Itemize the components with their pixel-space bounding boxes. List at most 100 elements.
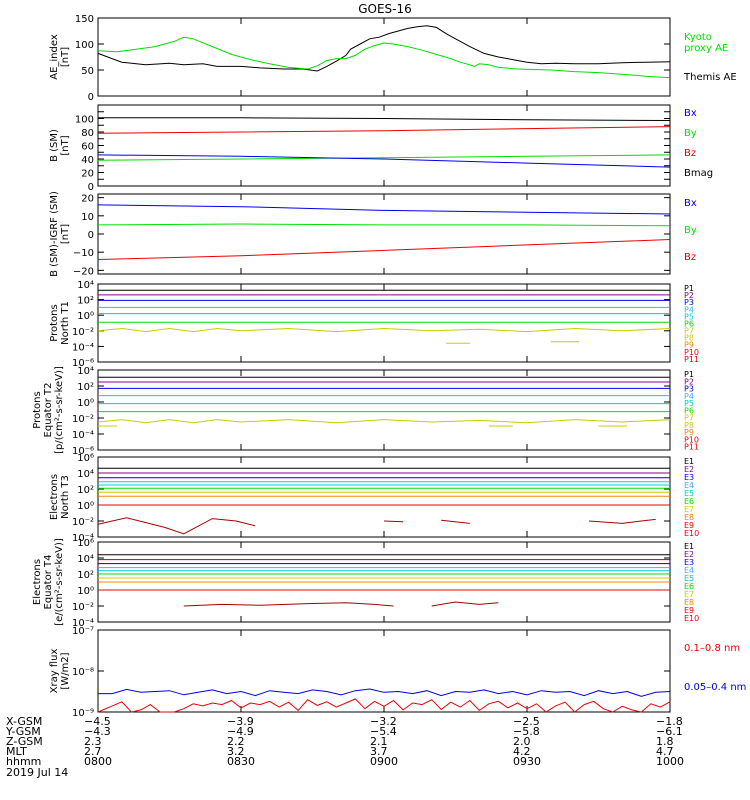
legend-item: P8 bbox=[684, 421, 694, 430]
series-line-P7 bbox=[97, 419, 671, 424]
y-tick-label: 10⁻⁴ bbox=[72, 342, 94, 353]
y-axis-label: Electrons bbox=[49, 474, 60, 520]
legend-item: Bz bbox=[684, 252, 696, 263]
y-tick-label: 10⁻⁴ bbox=[72, 618, 94, 629]
y-tick-label: 10⁰ bbox=[77, 311, 94, 322]
ephemeris-value: 2.3 bbox=[84, 735, 102, 748]
series-line-0.1-0.8-nm bbox=[97, 698, 671, 713]
legend-item: Bmag bbox=[684, 168, 713, 179]
y-tick-label: −10 bbox=[73, 248, 94, 259]
y-axis-label: North T1 bbox=[60, 301, 71, 345]
series-line-E10a bbox=[183, 602, 394, 607]
y-tick-label: 10⁻⁹ bbox=[72, 708, 94, 719]
legend-item: E8 bbox=[684, 598, 694, 607]
ephemeris-value: 4.2 bbox=[513, 745, 531, 758]
legend-item: P3 bbox=[684, 298, 694, 307]
y-axis-label: B (SM) bbox=[49, 129, 60, 162]
legend-item: By bbox=[684, 225, 697, 236]
y-tick-label: 10² bbox=[77, 570, 94, 581]
series-line-P7 bbox=[97, 327, 671, 333]
ephemeris-value: −5.4 bbox=[370, 725, 397, 738]
panel-bsm: 0 20 40 60 80 100 B (SM) [nT] Bx By Bz Bmag bbox=[49, 104, 713, 193]
ephemeris-value: 3.7 bbox=[370, 745, 388, 758]
series-line-Kyoto-proxy-AE bbox=[97, 36, 671, 79]
legend-item: P4 bbox=[684, 305, 694, 314]
y-tick-label: 20 bbox=[81, 194, 94, 205]
y-tick-label: 10⁻² bbox=[72, 602, 94, 613]
ephemeris-row-label: hhmm bbox=[6, 755, 42, 768]
series-line-Bx bbox=[97, 154, 671, 168]
legend-item: P6 bbox=[684, 406, 694, 415]
y-tick-label: 10⁻⁶ bbox=[72, 446, 94, 457]
legend-item: 0.1–0.8 nm bbox=[684, 643, 740, 654]
ephemeris-value: 2.2 bbox=[227, 735, 245, 748]
ephemeris-value: −1.8 bbox=[656, 715, 683, 728]
y-axis-label: [p/(cm²-s-sr-keV)] bbox=[54, 366, 65, 454]
legend-item: P2 bbox=[684, 291, 694, 300]
ephemeris-value: 2.1 bbox=[370, 735, 388, 748]
panel-elecE: 10⁶ 10⁴ 10² 10⁰ 10⁻² 10⁻⁴ Electrons Equator T4[… bbox=[32, 538, 699, 629]
y-tick-label: 10⁴ bbox=[77, 469, 94, 480]
y-axis-label: Protons bbox=[49, 304, 60, 341]
y-tick-label: 150 bbox=[75, 14, 94, 25]
panel-protE: 10⁴ 10² 10⁰ 10⁻² 10⁻⁴ 10⁻⁶ Protons Equator T2 [p… bbox=[32, 366, 699, 457]
legend-item: P7 bbox=[684, 327, 694, 336]
legend-item: Kyoto bbox=[684, 32, 712, 43]
legend-item: P5 bbox=[684, 312, 694, 321]
y-tick-label: 100 bbox=[75, 115, 94, 126]
ephemeris-value: 0930 bbox=[513, 755, 541, 768]
ephemeris-value: 3.2 bbox=[227, 745, 245, 758]
legend-item: E2 bbox=[684, 465, 694, 474]
series-line-E10a bbox=[97, 517, 256, 535]
panel-protN: 10⁴ 10² 10⁰ 10⁻² 10⁻⁴ 10⁻⁶ Protons North T1 P1P2… bbox=[49, 280, 699, 369]
panel-frame bbox=[97, 17, 671, 97]
legend-item: P7 bbox=[684, 414, 694, 423]
panel-frame bbox=[97, 456, 671, 538]
legend-item: P5 bbox=[684, 399, 694, 408]
legend-item: P10 bbox=[684, 348, 699, 357]
legend-item: E2 bbox=[684, 550, 694, 559]
y-tick-label: 10⁴ bbox=[77, 280, 94, 291]
series-line-Bz bbox=[97, 239, 671, 260]
ephemeris-value: −4.3 bbox=[84, 725, 111, 738]
y-tick-label: 10⁴ bbox=[77, 366, 94, 377]
y-tick-label: 10⁶ bbox=[77, 538, 94, 549]
y-tick-label: 10⁻² bbox=[72, 517, 94, 528]
legend-item: Bx bbox=[684, 198, 697, 209]
legend-item: E5 bbox=[684, 489, 694, 498]
ephemeris-value: −4.5 bbox=[84, 715, 111, 728]
ephemeris-value: 0800 bbox=[84, 755, 112, 768]
y-tick-label: 10 bbox=[81, 212, 94, 223]
y-tick-label: 10² bbox=[77, 485, 94, 496]
legend-item: P9 bbox=[684, 428, 694, 437]
series-line-E10c bbox=[441, 519, 470, 524]
ephemeris-value: 1000 bbox=[656, 755, 684, 768]
legend-item: E10 bbox=[684, 529, 699, 538]
ephemeris-value: −2.5 bbox=[513, 715, 540, 728]
y-tick-label: 0 bbox=[88, 182, 94, 193]
ephemeris-value: 2.7 bbox=[84, 745, 102, 758]
y-tick-label: 60 bbox=[81, 142, 94, 153]
y-tick-label: 10⁻⁷ bbox=[72, 626, 94, 637]
ephemeris-value: −6.1 bbox=[656, 725, 683, 738]
y-axis-label: Electrons bbox=[32, 559, 43, 605]
y-tick-label: 10⁻⁶ bbox=[72, 358, 94, 369]
legend-item: E8 bbox=[684, 513, 694, 522]
date-label: 2019 Jul 14 bbox=[6, 766, 69, 779]
y-axis-label: [e/(cm²-s-sr-keV)] bbox=[54, 538, 65, 626]
ephemeris-value: −5.8 bbox=[513, 725, 540, 738]
y-tick-label: 20 bbox=[81, 169, 94, 180]
y-axis-label: Equator T4 bbox=[43, 555, 54, 610]
y-axis-label: AE_index bbox=[49, 34, 60, 80]
legend-item: P6 bbox=[684, 319, 694, 328]
ephemeris-row-label: X-GSM bbox=[6, 715, 43, 728]
legend-item: P8 bbox=[684, 334, 694, 343]
y-axis-label: [nT] bbox=[60, 135, 71, 155]
y-axis-label: [nT] bbox=[60, 224, 71, 244]
series-line-Bmag bbox=[98, 117, 671, 121]
figure-title: GOES-16 bbox=[358, 2, 412, 16]
ephemeris-row-label: Z-GSM bbox=[6, 735, 43, 748]
legend-item: E4 bbox=[684, 566, 694, 575]
